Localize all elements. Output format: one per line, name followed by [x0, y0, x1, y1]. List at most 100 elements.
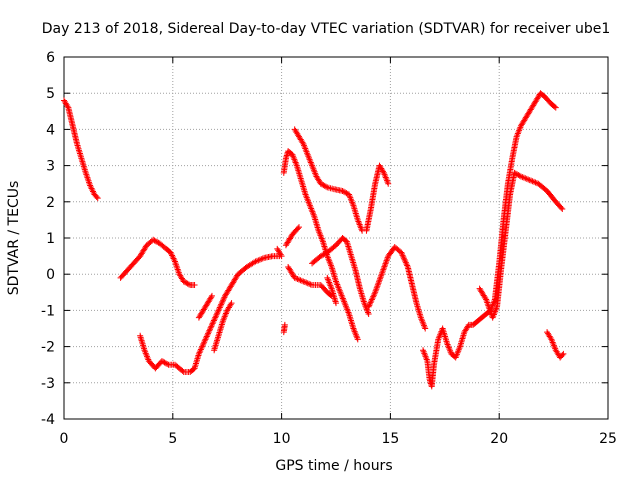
data-point — [516, 172, 523, 179]
data-point — [199, 343, 206, 350]
data-point — [300, 278, 307, 285]
data-point — [212, 313, 219, 320]
data-point — [180, 278, 187, 285]
data-point — [179, 367, 186, 374]
data-point — [317, 180, 324, 187]
data-point — [162, 360, 169, 367]
data-point — [200, 340, 207, 347]
data-point — [296, 224, 303, 231]
y-tick-label: -3 — [41, 376, 55, 392]
x-tick-label: 20 — [490, 431, 508, 447]
data-point — [339, 187, 346, 194]
data-point — [205, 330, 212, 337]
data-point — [184, 280, 191, 287]
data-point — [333, 300, 339, 307]
data-point — [197, 347, 204, 354]
series-arc2 — [117, 236, 198, 289]
data-point — [278, 253, 285, 260]
data-point — [181, 279, 188, 286]
data-point — [218, 300, 225, 307]
data-point — [320, 182, 327, 189]
data-point — [211, 316, 218, 323]
y-tick-label: 5 — [46, 86, 55, 102]
data-point — [253, 257, 260, 264]
data-point — [552, 104, 559, 111]
series-arc9 — [282, 224, 303, 249]
data-point — [218, 301, 225, 308]
data-point — [216, 305, 223, 312]
data-point — [482, 295, 489, 302]
data-point — [320, 251, 327, 258]
data-point — [342, 189, 349, 196]
data-point — [526, 177, 533, 184]
data-point — [321, 250, 328, 257]
data-point — [210, 317, 217, 324]
x-tick-label: 0 — [60, 431, 69, 447]
data-point — [219, 298, 226, 305]
data-point — [525, 176, 532, 183]
series-arc8 — [280, 148, 361, 343]
data-point — [321, 182, 328, 189]
data-point — [402, 258, 409, 265]
x-tick-label: 15 — [381, 431, 399, 447]
data-point — [208, 292, 215, 299]
data-point — [547, 334, 554, 341]
data-point — [255, 257, 262, 264]
data-point — [191, 282, 198, 289]
data-point — [198, 345, 205, 352]
axis-ticks: 0 5 10 15 20 25 -4 -3 -2 -1 0 1 2 3 4 5 6 — [41, 50, 617, 447]
data-point — [164, 360, 171, 367]
data-point — [293, 275, 300, 282]
data-point — [529, 178, 536, 185]
data-point — [399, 252, 406, 259]
data-point — [304, 280, 311, 287]
data-point — [403, 261, 410, 268]
data-point — [220, 295, 227, 302]
data-point — [559, 206, 566, 213]
y-tick-label: 2 — [46, 195, 55, 211]
data-point — [528, 177, 535, 184]
series-arc5 — [211, 300, 235, 354]
data-point — [401, 256, 408, 263]
data-point — [368, 296, 375, 303]
x-axis-label: GPS time / hours — [275, 458, 392, 474]
data-point — [277, 251, 284, 258]
data-point — [299, 139, 306, 146]
data-point — [221, 294, 228, 301]
series-arc7 — [280, 321, 288, 336]
series-arc18 — [544, 329, 567, 361]
series-arc15 — [365, 244, 429, 332]
data-point — [532, 179, 539, 186]
data-point — [317, 253, 324, 260]
data-point — [204, 332, 211, 339]
y-tick-label: 6 — [46, 50, 55, 66]
data-point — [514, 171, 521, 178]
data-point — [522, 175, 529, 182]
data-point — [422, 325, 429, 332]
data-point — [366, 302, 373, 309]
data-marks — [61, 90, 567, 390]
data-point — [511, 169, 518, 176]
data-point — [369, 295, 376, 302]
data-point — [212, 314, 219, 321]
data-point — [213, 311, 220, 318]
data-point — [201, 339, 208, 346]
chart-title: Day 213 of 2018, Sidereal Day-to-day VTE… — [42, 21, 611, 37]
data-point — [210, 318, 217, 325]
data-point — [560, 350, 567, 357]
data-point — [203, 334, 210, 341]
data-point — [531, 178, 538, 185]
data-point — [259, 255, 266, 262]
x-tick-label: 25 — [599, 431, 617, 447]
data-point — [258, 256, 265, 263]
data-point — [380, 168, 387, 175]
data-point — [551, 103, 558, 110]
data-point — [205, 329, 212, 336]
data-point — [365, 311, 372, 318]
y-tick-label: 1 — [46, 231, 55, 247]
data-point — [371, 290, 378, 297]
data-point — [404, 262, 411, 269]
data-point — [158, 358, 165, 365]
data-point — [220, 297, 227, 304]
